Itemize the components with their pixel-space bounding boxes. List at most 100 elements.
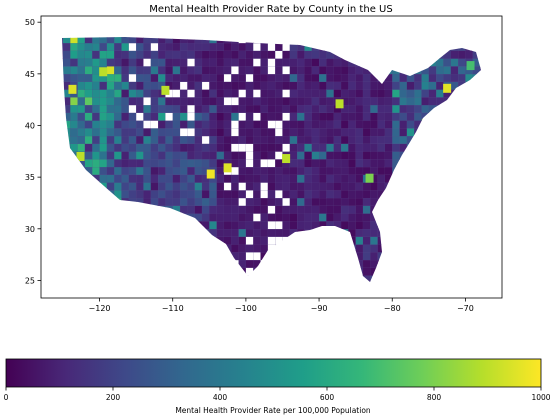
county-cell: [114, 205, 122, 214]
county-cell: [428, 267, 437, 276]
county-cell: [223, 97, 232, 106]
county-cell: [487, 237, 495, 245]
county-cell: [121, 37, 130, 44]
county-cell: [136, 158, 144, 168]
county-cell: [428, 166, 437, 175]
county-cell: [209, 213, 217, 222]
county-cell: [355, 73, 364, 82]
county-cell: [172, 236, 181, 245]
county-cell: [239, 27, 247, 35]
county-cell: [158, 58, 166, 67]
colorbar: [5, 358, 542, 388]
county-cell: [450, 89, 459, 98]
county-cell: [172, 50, 181, 59]
county-cell: [106, 236, 115, 245]
county-cell: [406, 151, 415, 160]
county-cell: [377, 158, 386, 168]
county-cell: [150, 166, 159, 175]
county-cell: [114, 143, 122, 152]
county-cell: [194, 259, 203, 268]
county-cell: [465, 20, 473, 28]
county-cell: [282, 236, 291, 245]
county-cell: [150, 251, 159, 261]
county-cell: [348, 120, 357, 129]
county-cell: [143, 37, 152, 44]
county-cell: [77, 112, 86, 121]
county-cell: [443, 104, 452, 113]
county-cell: [289, 128, 298, 137]
county-cell: [165, 244, 174, 253]
county-cell: [150, 213, 159, 222]
county-cell: [340, 58, 349, 67]
county-cell: [121, 104, 130, 113]
county-cell: [443, 120, 452, 129]
county-cell: [318, 197, 327, 206]
county-cell: [304, 89, 313, 98]
county-cell: [223, 66, 232, 75]
county-cell: [77, 66, 86, 75]
county-hotspot: [223, 163, 232, 173]
county-cell: [326, 58, 335, 67]
county-cell: [143, 158, 152, 168]
county-cell: [472, 275, 481, 282]
county-cell: [436, 259, 444, 268]
county-cell: [450, 220, 459, 230]
county-cell: [121, 120, 130, 129]
county-cell: [458, 213, 466, 222]
county-cell: [311, 143, 320, 152]
county-cell: [260, 42, 269, 51]
county-cell: [326, 81, 335, 90]
county-cell: [282, 37, 291, 44]
county-cell: [62, 58, 71, 67]
county-hotspot: [76, 151, 85, 161]
county-cell: [370, 236, 378, 245]
county-cell: [275, 27, 283, 35]
county-cell: [231, 151, 239, 160]
county-cell: [355, 66, 364, 75]
county-cell: [436, 135, 444, 144]
county-cell: [150, 104, 159, 113]
county-cell: [216, 120, 225, 129]
county-cell: [304, 42, 313, 51]
county-cell: [150, 42, 159, 51]
county-cell: [106, 275, 115, 282]
county-cell: [465, 251, 474, 261]
county-cell: [253, 174, 261, 183]
county-cell: [165, 174, 174, 183]
county-cell: [143, 236, 152, 245]
county-cell: [121, 112, 130, 121]
county-cell: [348, 228, 357, 237]
county-cell: [377, 220, 386, 230]
county-cell: [333, 50, 342, 59]
county-cell: [143, 189, 152, 199]
county-cell: [421, 244, 430, 253]
county-cell: [143, 259, 152, 268]
county-cell: [194, 251, 203, 261]
county-cell: [392, 112, 400, 121]
county-cell: [421, 267, 430, 276]
county-cell: [84, 197, 93, 206]
county-cell: [77, 251, 86, 261]
county-cell: [479, 128, 481, 137]
county-cell: [267, 143, 276, 152]
county-cell: [340, 213, 349, 222]
county-cell: [223, 275, 232, 282]
county-cell: [143, 97, 152, 106]
county-cell: [179, 166, 188, 175]
county-cell: [172, 112, 181, 121]
county-cell: [128, 42, 137, 51]
county-cell: [179, 89, 188, 98]
county-cell: [304, 27, 312, 35]
county-cell: [392, 128, 400, 137]
county-cell: [245, 151, 254, 160]
county-cell: [406, 120, 415, 129]
county-cell: [187, 197, 196, 206]
county-cell: [355, 174, 364, 183]
county-cell: [333, 120, 342, 129]
county-cell: [465, 89, 474, 98]
county-cell: [114, 135, 122, 144]
county-cell: [179, 213, 188, 222]
county-cell: [216, 259, 225, 268]
county-cell: [143, 220, 152, 230]
county-cell: [297, 81, 305, 90]
